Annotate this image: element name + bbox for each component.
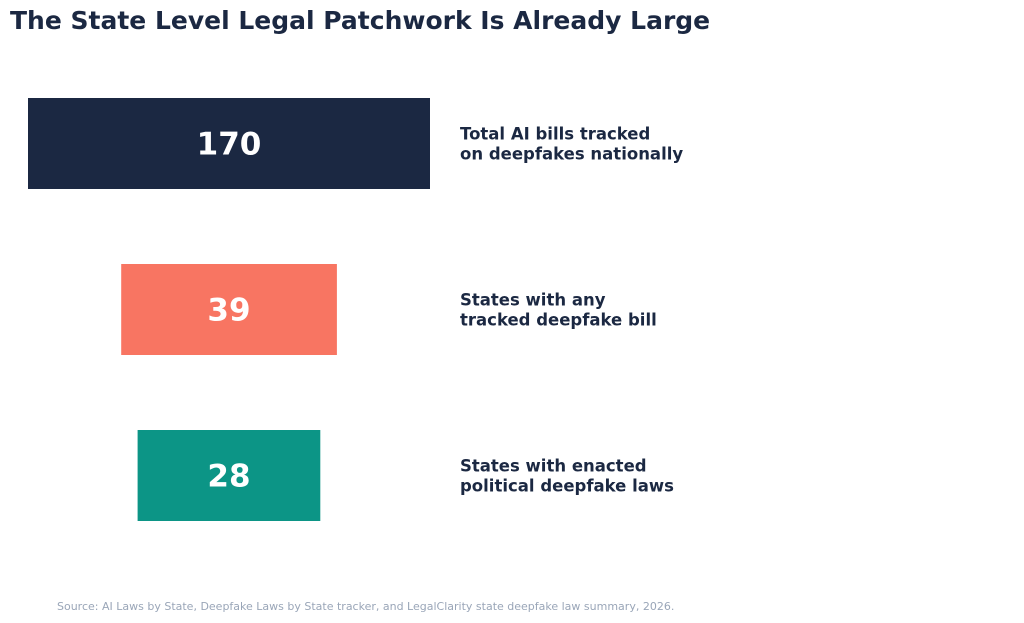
bar-description-2: States with any tracked deepfake bill [460, 291, 657, 330]
bar-description-line: States with enacted [460, 457, 647, 476]
bar-3 [137, 430, 321, 521]
bar-description-line: States with any [460, 291, 606, 310]
bar-description-3: States with enacted political deepfake la… [460, 457, 674, 496]
bar-description-line: Total AI bills tracked [460, 125, 650, 144]
source-note: Source: AI Laws by State, Deepfake Laws … [57, 600, 675, 613]
bar-2 [121, 264, 337, 355]
bar-description-line: tracked deepfake bill [460, 311, 657, 330]
bar-1 [28, 98, 430, 189]
bar-value-label-2: 39 [207, 293, 250, 329]
chart-title: The State Level Legal Patchwork Is Alrea… [10, 6, 711, 35]
bar-description-line: political deepfake laws [460, 477, 674, 496]
bar-value-label-1: 170 [197, 127, 262, 163]
bar-description-line: on deepfakes nationally [460, 145, 683, 164]
bar-description-1: Total AI bills tracked on deepfakes natio… [460, 125, 683, 164]
bar-value-label-3: 28 [207, 459, 250, 495]
